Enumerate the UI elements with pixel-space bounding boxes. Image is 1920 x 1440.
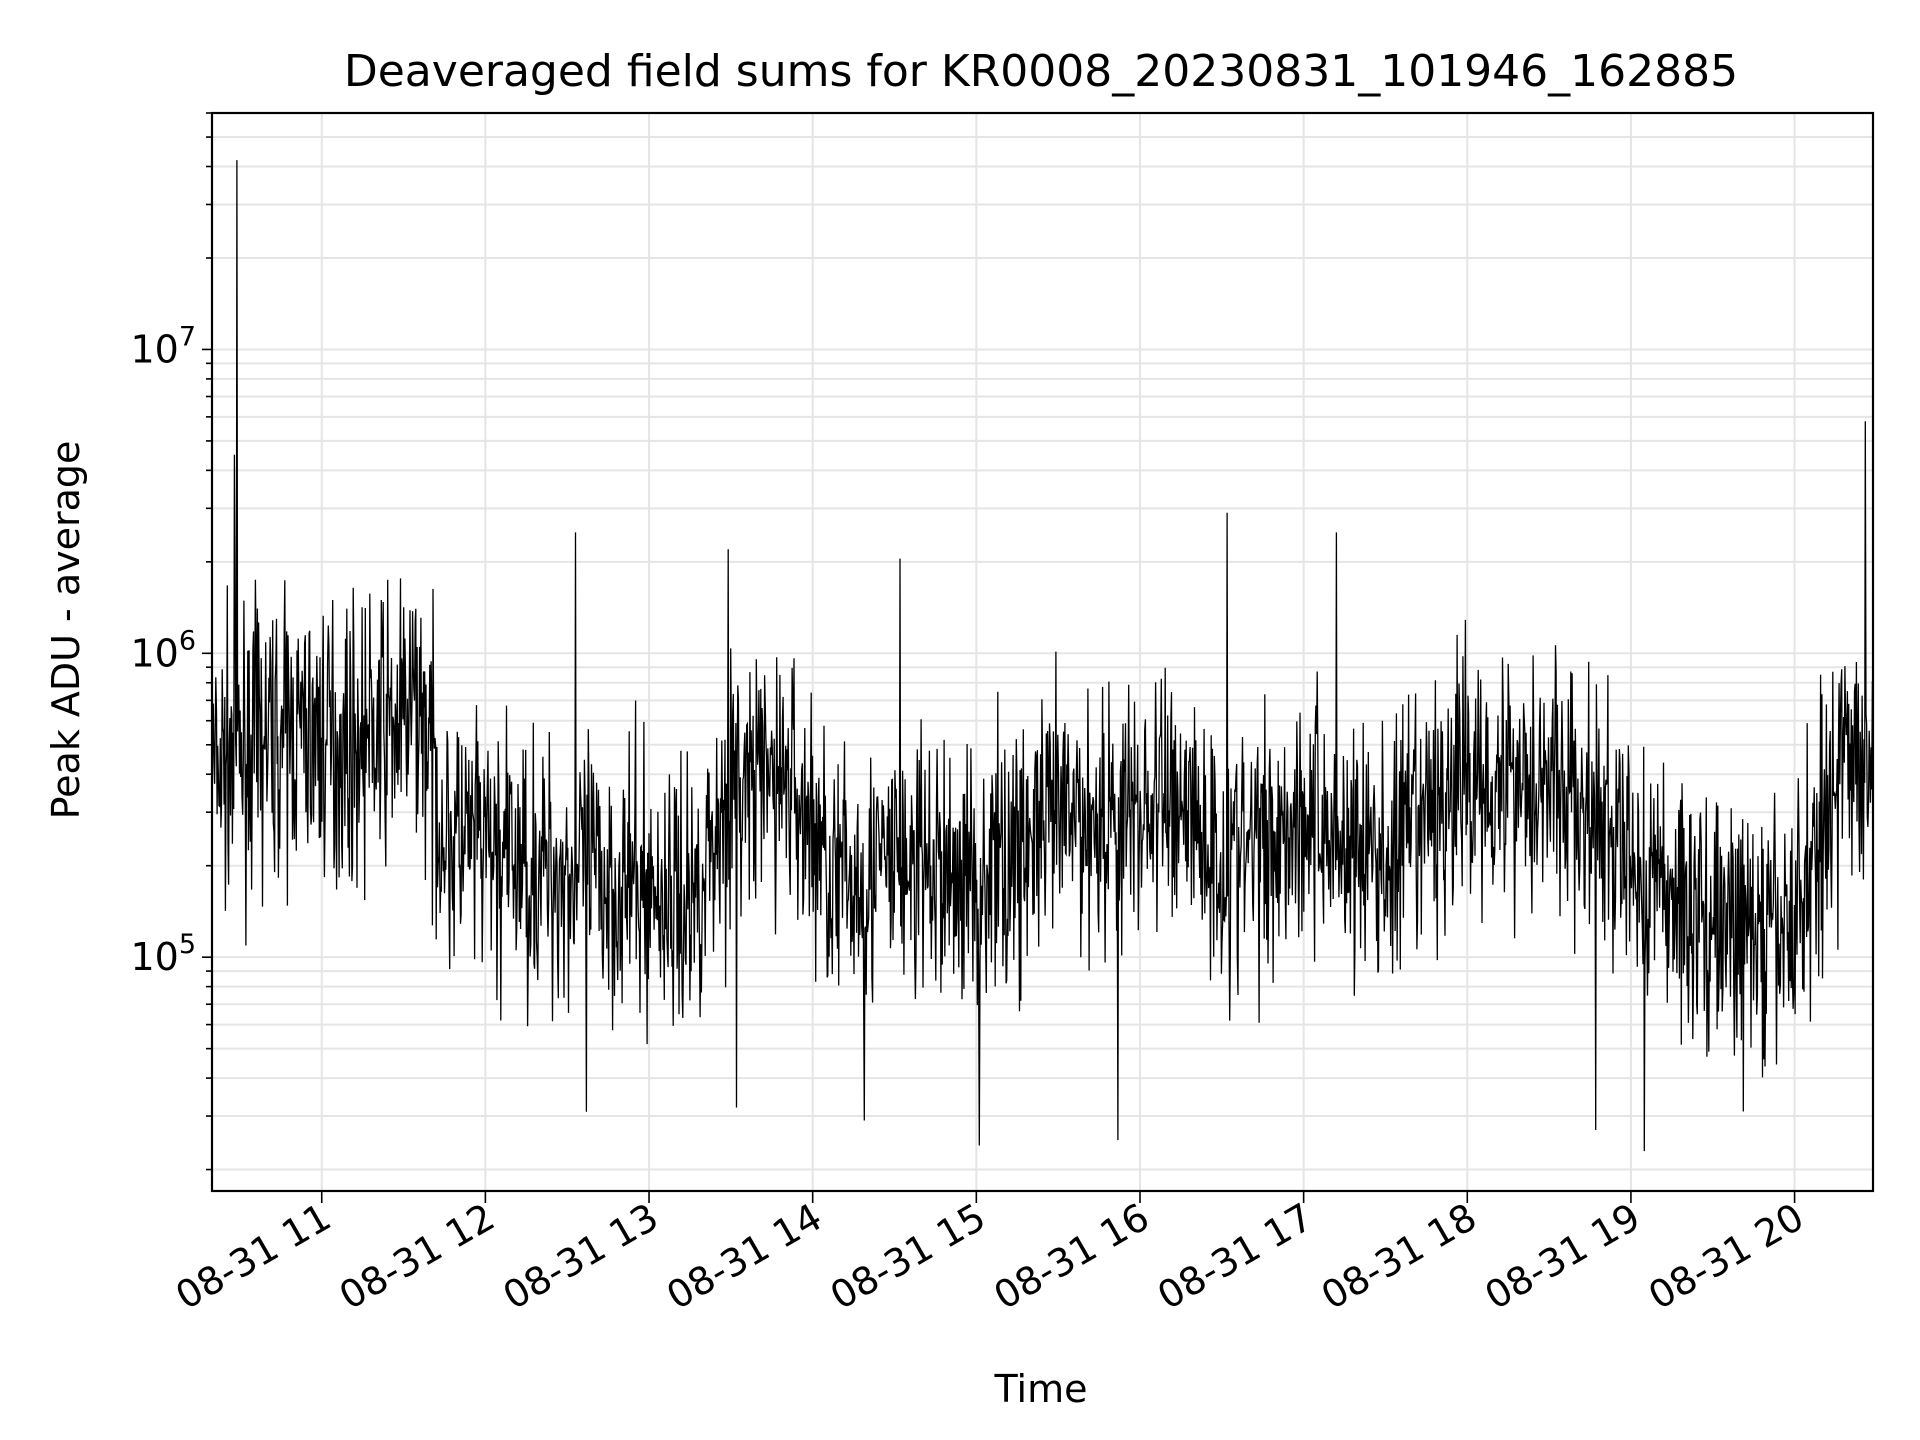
y-axis-label: Peak ADU - average	[44, 441, 88, 820]
plot-frame	[210, 111, 1875, 1193]
y-tick-label: 105	[130, 929, 196, 979]
series-line	[211, 160, 1874, 1152]
chart-title: Deaveraged field sums for KR0008_2023083…	[344, 46, 1738, 97]
y-tick-label: 107	[130, 321, 196, 371]
y-axis: 105 106 107	[130, 112, 212, 1171]
series-path	[211, 160, 1874, 1152]
y-tick-label: 106	[130, 625, 196, 675]
x-axis-label: Time	[994, 1367, 1088, 1411]
